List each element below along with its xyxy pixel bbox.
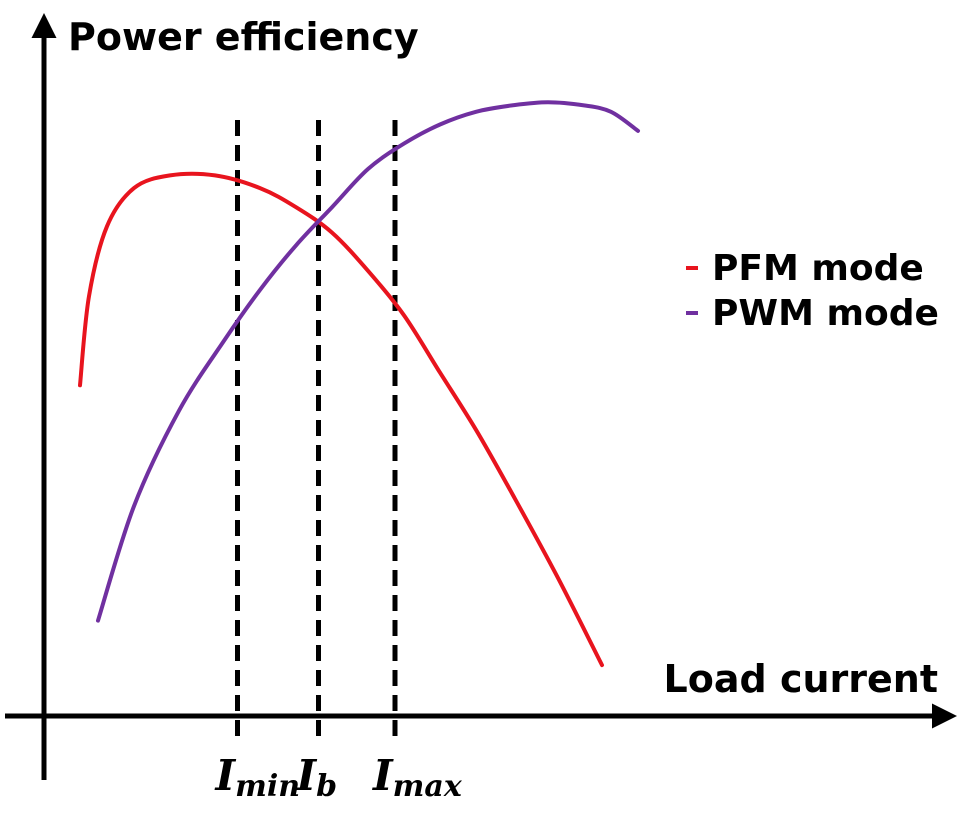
x-axis-title: Load current — [664, 657, 938, 701]
marker-label-min: Imin — [215, 751, 301, 804]
series-lines — [78, 100, 640, 668]
marker-label-main: I — [296, 751, 318, 800]
marker-label-b: Ib — [296, 751, 338, 804]
marker-label-sub: min — [235, 769, 300, 804]
marker-label-main: I — [372, 751, 394, 800]
legend-label: PFM mode — [712, 248, 924, 289]
marker-label-main: I — [215, 751, 237, 800]
series-line-pfm-mode — [78, 171, 604, 668]
legend-label: PWM mode — [712, 293, 939, 334]
marker-label-sub: max — [393, 769, 463, 804]
series-line-pwm-mode — [96, 100, 640, 623]
marker-label-sub: b — [316, 769, 337, 804]
y-axis-title: Power efficiency — [68, 15, 419, 59]
marker-label-max: Imax — [372, 751, 463, 804]
